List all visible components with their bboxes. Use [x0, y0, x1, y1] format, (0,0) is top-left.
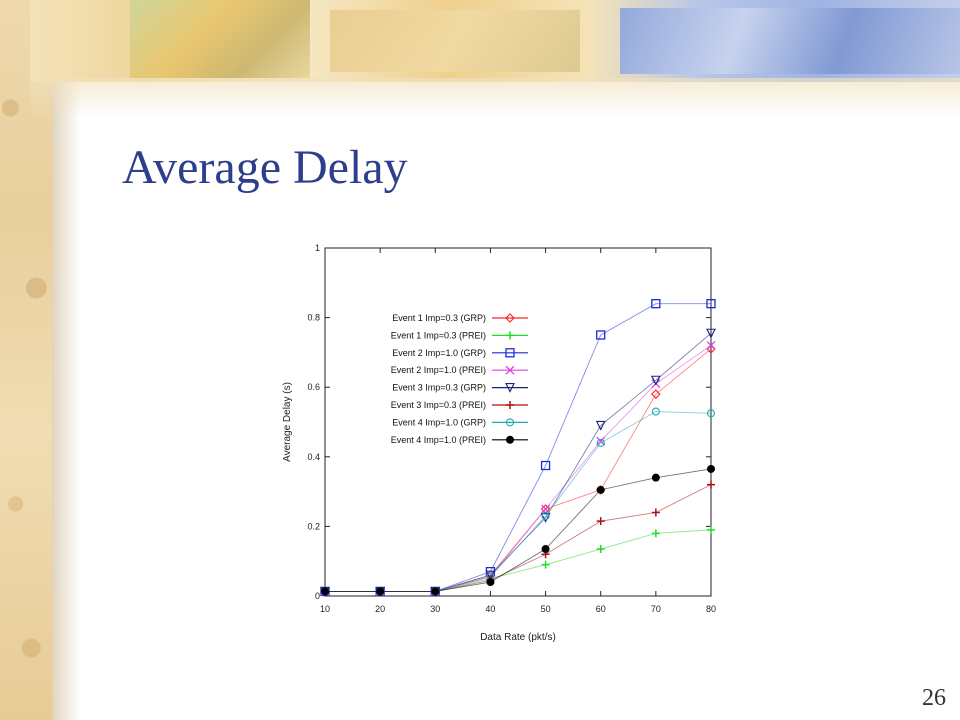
series-lines: [325, 303, 712, 592]
data-point-s5-60: [595, 420, 606, 431]
data-point-s7-70: [651, 407, 660, 416]
x-tick-label: 60: [596, 604, 606, 614]
data-point-s7-50: [541, 511, 550, 521]
data-point-s2-80: [707, 525, 715, 534]
data-point-s8-20: [376, 587, 385, 596]
y-tick-label: 0: [315, 591, 320, 601]
data-point-s2-70: [651, 529, 660, 538]
y-tick-label: 1: [315, 243, 320, 253]
y-tick-label: 0.8: [307, 313, 320, 323]
data-point-s8-70: [651, 473, 660, 482]
data-point-s8-60: [596, 485, 605, 494]
x-tick-label: 80: [706, 604, 716, 614]
legend-entry-label: Event 3 Imp=0.3 (PREI): [391, 400, 486, 410]
data-point-s1-70: [651, 389, 661, 399]
legend-swatch-marker: [506, 435, 514, 444]
x-tick-label: 20: [375, 604, 385, 614]
page-number: 26: [922, 685, 946, 711]
data-point-s8-50: [541, 545, 550, 554]
x-tick-label: 10: [320, 604, 330, 614]
data-point-s5-50: [540, 513, 551, 523]
legend-entry-label: Event 2 Imp=1.0 (PREI): [391, 365, 486, 375]
legend-entry-label: Event 1 Imp=0.3 (GRP): [392, 313, 486, 323]
chart-background: [268, 236, 738, 656]
leaf-decoration: [130, 0, 310, 78]
data-point-s8-40: [486, 578, 495, 587]
legend-swatch-marker: [506, 331, 514, 340]
banner-fade: [30, 78, 960, 118]
legend-swatch-marker: [505, 418, 515, 427]
data-point-s3-70: [651, 299, 661, 309]
legend-entry-label: Event 4 Imp=1.0 (GRP): [392, 417, 486, 427]
y-axis-label: Average Delay (s): [282, 382, 293, 462]
y-tick-label: 0.6: [307, 382, 320, 392]
slide-title: Average Delay: [122, 141, 408, 194]
x-axis: 10 20 30 40 50 60 70 80: [320, 248, 716, 614]
data-point-s7-80: [706, 409, 716, 418]
data-point-s8-80: [707, 464, 715, 473]
data-point-s2-50: [541, 560, 550, 569]
series-markers: [320, 299, 716, 597]
data-point-s8-10: [321, 587, 329, 596]
legend-swatch-marker: [505, 313, 515, 323]
x-axis-label: Data Rate (pkt/s): [480, 632, 556, 643]
data-point-s2-60: [596, 545, 605, 554]
data-point-s5-80: [706, 328, 716, 339]
grain-decoration: [330, 10, 580, 72]
series-line-8: [325, 468, 712, 592]
data-point-s4-60: [596, 436, 606, 446]
data-point-s5-70: [650, 375, 661, 386]
y-tick-label: 0.2: [307, 521, 320, 531]
y-tick-label: 0.4: [307, 452, 320, 462]
legend-swatch-marker: [505, 348, 515, 358]
data-point-s3-60: [596, 330, 606, 340]
data-point-s6-70: [651, 508, 660, 517]
legend-swatch-marker: [506, 401, 514, 409]
flower-decoration: [620, 8, 960, 74]
data-point-s3-50: [540, 460, 551, 471]
data-point-s6-60: [596, 517, 605, 526]
x-tick-label: 30: [430, 604, 440, 614]
legend-entry-label: Event 1 Imp=0.3 (PREI): [391, 330, 486, 340]
x-tick-label: 50: [541, 604, 551, 614]
legend-entry-label: Event 3 Imp=0.3 (GRP): [392, 383, 486, 393]
data-point-s4-80: [706, 340, 716, 350]
data-point-s5-40: [485, 570, 496, 581]
data-point-s3-80: [706, 299, 716, 309]
data-point-s6-80: [707, 480, 715, 489]
parchment-border: [0, 0, 52, 720]
legend: Event 1 Imp=0.3 (GRP) Event 1 Imp=0.3 (PR…: [391, 313, 528, 445]
x-tick-label: 40: [485, 604, 495, 614]
x-tick-label: 70: [651, 604, 661, 614]
legend-swatch-marker: [505, 365, 515, 375]
page-shadow: [52, 0, 80, 720]
legend-swatch-marker: [505, 383, 515, 393]
legend-entry-label: Event 2 Imp=1.0 (GRP): [392, 348, 486, 358]
data-point-s4-50: [541, 504, 551, 514]
legend-entry-label: Event 4 Imp=1.0 (PREI): [391, 435, 486, 445]
plot-frame: [324, 247, 712, 597]
data-point-s8-30: [431, 587, 440, 596]
average-delay-chart: 0 0.2 0.4 0.6 0.8 1 10 20 30 40 50 60 70 80 Event 1 …: [268, 236, 738, 656]
data-point-s7-60: [596, 438, 605, 447]
